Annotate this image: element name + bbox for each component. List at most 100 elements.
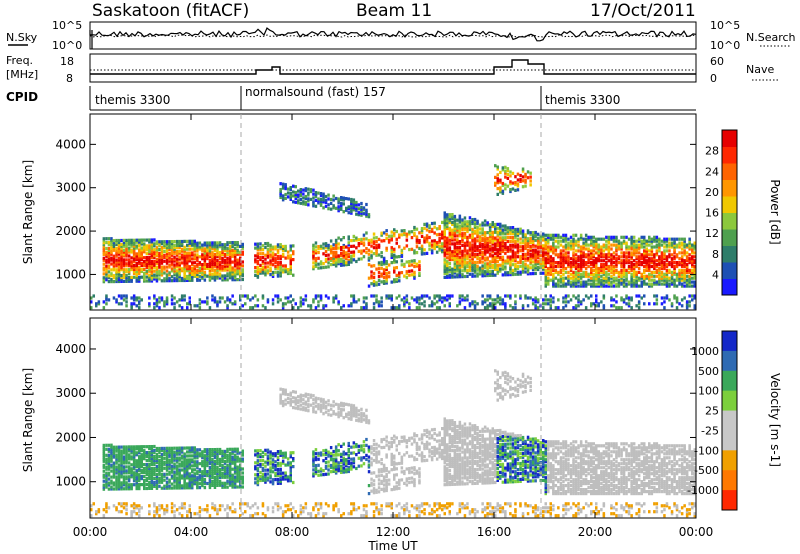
power-cell: [403, 246, 406, 250]
power-cell: [544, 259, 547, 263]
power-cell: [506, 273, 510, 277]
power-cell: [115, 240, 118, 245]
power-cell: [451, 232, 454, 236]
power-cell: [592, 272, 595, 276]
power-cell: [602, 282, 606, 286]
power-cell: [554, 268, 558, 272]
power-cell: [567, 294, 570, 298]
power-cell: [180, 239, 184, 244]
power-cell: [536, 306, 540, 310]
power-cell: [148, 244, 151, 248]
power-cell: [547, 253, 550, 257]
power-cell: [675, 245, 679, 249]
power-cell: [334, 260, 338, 264]
power-cell: [678, 241, 681, 245]
power-cell: [499, 251, 502, 256]
power-cell: [607, 247, 611, 251]
station-title: Saskatoon (fitACF): [92, 1, 249, 21]
power-cell: [501, 240, 505, 244]
power-cell: [476, 235, 479, 239]
power-cell: [145, 248, 149, 252]
power-cell: [173, 279, 176, 283]
power-cell: [544, 243, 547, 247]
power-cell: [117, 242, 121, 246]
power-cell: [635, 276, 638, 280]
power-cell: [600, 300, 603, 304]
power-cell: [188, 253, 191, 257]
power-cell: [473, 249, 477, 253]
power-cell: [302, 196, 305, 200]
power-cell: [612, 270, 616, 274]
power-cell: [496, 230, 499, 234]
velocity-cell: [173, 464, 176, 468]
velocity-cell: [163, 452, 166, 456]
power-cell: [345, 263, 348, 267]
power-cell: [226, 250, 229, 255]
power-cell: [481, 266, 484, 270]
power-cell: [526, 231, 530, 235]
power-cell: [286, 270, 290, 274]
power-cell: [332, 300, 335, 304]
power-cell: [150, 242, 154, 246]
power-cell: [170, 247, 174, 251]
power-cell: [476, 254, 479, 259]
velocity-cell: [148, 470, 151, 475]
power-cell: [438, 306, 441, 310]
power-cell: [398, 304, 401, 308]
power-cell: [334, 206, 338, 210]
velocity-cell: [175, 448, 179, 452]
power-cell: [233, 270, 237, 274]
power-cell: [569, 276, 573, 280]
power-cell: [650, 239, 654, 243]
power-cell: [521, 229, 525, 233]
power-cell: [180, 296, 184, 300]
power-cell: [143, 273, 146, 277]
power-cell: [183, 259, 186, 263]
power-cell: [564, 233, 568, 237]
power-cell: [231, 254, 234, 258]
power-cell: [380, 251, 383, 255]
power-cell: [562, 245, 565, 249]
power-cell: [670, 253, 674, 257]
power-cell: [319, 246, 323, 250]
power-cell: [327, 253, 330, 257]
power-cell: [105, 296, 108, 300]
power-cell: [683, 276, 686, 280]
power-cell: [494, 306, 497, 310]
power-cell: [286, 254, 290, 258]
velocity-cell: [143, 451, 146, 455]
power-cell: [256, 244, 260, 248]
power-cell: [630, 282, 633, 286]
velocity-cell: [148, 472, 151, 477]
power-cell: [494, 244, 497, 248]
power-cell: [110, 262, 113, 266]
velocity-cell: [148, 486, 151, 490]
power-cell: [377, 253, 381, 257]
power-colorbar-tick: 4: [712, 268, 719, 281]
power-cell: [595, 239, 598, 243]
velocity-cell: [105, 481, 108, 485]
power-cell: [148, 250, 151, 254]
power-cell: [595, 278, 598, 282]
power-cell: [216, 262, 219, 266]
velocity-cell: [191, 458, 194, 462]
power-cell: [329, 197, 333, 202]
power-cell: [486, 258, 489, 262]
power-cell: [314, 264, 318, 268]
power-cell: [299, 193, 303, 198]
power-cell: [430, 304, 434, 308]
power-cell: [466, 294, 469, 298]
power-cell: [132, 264, 136, 268]
power-cell: [271, 245, 275, 249]
power-cell: [501, 191, 505, 195]
power-cell: [680, 284, 684, 288]
power-cell: [650, 261, 654, 265]
velocity-cell: [107, 453, 111, 457]
power-cell: [627, 280, 631, 284]
power-cell: [357, 207, 361, 211]
power-cell: [122, 275, 126, 280]
power-cell: [501, 273, 505, 277]
velocity-cell: [140, 471, 143, 475]
power-cell: [398, 294, 401, 298]
power-cell: [496, 248, 499, 252]
